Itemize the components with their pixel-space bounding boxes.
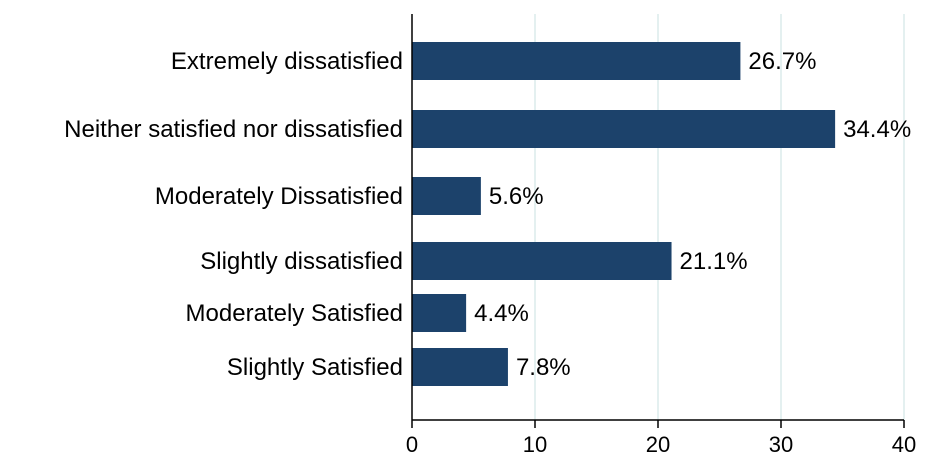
bars bbox=[412, 42, 836, 386]
value-label-slightly-dissatisfied: 21.1% bbox=[680, 248, 748, 275]
bar-neither-satisfied-nor-dissatisfied bbox=[412, 110, 836, 148]
category-label-slightly-dissatisfied: Slightly dissatisfied bbox=[200, 248, 403, 275]
grid-lines bbox=[534, 14, 905, 420]
category-labels: Extremely dissatisfied Neither satisfied … bbox=[64, 48, 403, 381]
value-label-neither-satisfied-nor-dissatisfied: 34.4% bbox=[843, 116, 911, 143]
value-label-moderately-satisfied: 4.4% bbox=[474, 300, 529, 327]
value-label-extremely-dissatisfied: 26.7% bbox=[748, 48, 816, 75]
value-labels: 26.7% 34.4% 5.6% 21.1% 4.4% 7.8% bbox=[474, 48, 911, 381]
value-label-slightly-satisfied: 7.8% bbox=[516, 354, 571, 381]
category-label-moderately-dissatisfied: Moderately Dissatisfied bbox=[155, 183, 403, 210]
bar-moderately-dissatisfied bbox=[412, 177, 481, 215]
value-label-moderately-dissatisfied: 5.6% bbox=[489, 183, 544, 210]
bar-slightly-dissatisfied bbox=[412, 242, 672, 280]
category-label-neither-satisfied-nor-dissatisfied: Neither satisfied nor dissatisfied bbox=[64, 116, 403, 143]
axes bbox=[411, 14, 905, 428]
bar-extremely-dissatisfied bbox=[412, 42, 741, 80]
bar-slightly-satisfied bbox=[412, 348, 508, 386]
bar-moderately-satisfied bbox=[412, 294, 467, 332]
x-tick-label-20: 20 bbox=[646, 432, 670, 457]
x-tick-label-40: 40 bbox=[892, 432, 916, 457]
category-label-extremely-dissatisfied: Extremely dissatisfied bbox=[171, 48, 403, 75]
x-tick-label-0: 0 bbox=[406, 432, 418, 457]
x-tick-label-30: 30 bbox=[769, 432, 793, 457]
x-tick-label-10: 10 bbox=[523, 432, 547, 457]
x-tick-labels: 0 10 20 30 40 bbox=[406, 432, 916, 457]
category-label-slightly-satisfied: Slightly Satisfied bbox=[227, 354, 403, 381]
category-label-moderately-satisfied: Moderately Satisfied bbox=[186, 300, 403, 327]
